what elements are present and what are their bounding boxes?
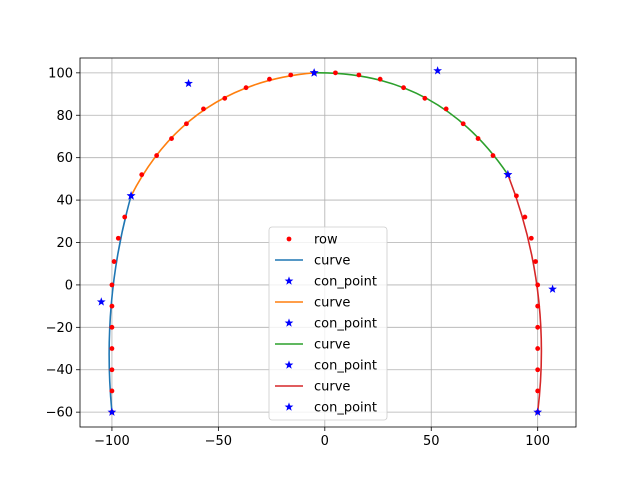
legend-handle-con-point xyxy=(284,318,294,327)
row-point xyxy=(377,76,383,82)
y-tick-label: 100 xyxy=(48,66,73,81)
con-point-star xyxy=(96,297,106,306)
row-point xyxy=(109,346,115,351)
x-tick-label: −50 xyxy=(205,434,232,449)
row-point xyxy=(475,136,481,141)
row-point xyxy=(535,282,541,288)
curve-line xyxy=(507,174,543,413)
row-point xyxy=(201,106,206,112)
legend-label: con_point xyxy=(314,359,377,374)
y-tick-label: 40 xyxy=(56,194,73,209)
row-point xyxy=(115,235,121,241)
y-tick-label: 20 xyxy=(56,236,73,251)
legend-handle-con-point xyxy=(284,360,294,369)
con-point-star xyxy=(433,66,443,75)
con-point-star xyxy=(548,284,557,293)
row-point xyxy=(139,172,145,178)
legend-label: curve xyxy=(314,338,350,353)
row-point xyxy=(443,106,449,112)
y-tick-label: 80 xyxy=(56,109,73,124)
x-tick-label: −100 xyxy=(94,434,130,449)
x-tick-label: 50 xyxy=(423,434,440,449)
legend-handle-con-point xyxy=(284,276,294,285)
legend-label: curve xyxy=(314,254,350,269)
y-tick-label: 60 xyxy=(56,151,73,166)
con-point-star xyxy=(107,407,117,416)
row-point xyxy=(401,85,406,91)
y-tick-label: 0 xyxy=(65,278,73,293)
row-point xyxy=(267,76,272,82)
row-point xyxy=(522,214,528,220)
row-point xyxy=(122,214,128,220)
row-point xyxy=(109,367,115,373)
row-point xyxy=(535,367,541,373)
curve-line xyxy=(108,195,132,413)
row-point xyxy=(528,235,534,241)
row-points xyxy=(109,70,541,415)
row-point xyxy=(533,259,538,264)
y-tick-label: −40 xyxy=(46,363,73,378)
legend: rowcurvecon_pointcurvecon_pointcurvecon_… xyxy=(268,226,388,421)
legend-label: con_point xyxy=(314,317,377,332)
row-point xyxy=(154,153,160,158)
row-point xyxy=(222,95,228,101)
row-point xyxy=(333,70,338,76)
row-point xyxy=(184,121,189,127)
legend-label: con_point xyxy=(314,401,377,416)
row-point xyxy=(288,72,294,78)
legend-label: row xyxy=(314,233,338,248)
control-points xyxy=(96,66,557,416)
row-point xyxy=(422,95,428,101)
row-point xyxy=(109,324,115,330)
row-point xyxy=(356,72,362,78)
con-point-star xyxy=(533,407,543,416)
row-point xyxy=(535,388,541,394)
row-point xyxy=(243,85,249,91)
row-point xyxy=(109,303,115,309)
legend-handle-con-point xyxy=(284,402,294,411)
row-point xyxy=(109,388,115,394)
row-point xyxy=(490,153,496,158)
axis-ticks: −100 −50 0 50 100 −60 −40 −20 0 20 40 60 80 100 xyxy=(46,66,551,449)
legend-box xyxy=(268,226,388,421)
legend-handle-row xyxy=(286,236,292,242)
legend-label: curve xyxy=(314,296,350,311)
row-point xyxy=(460,121,466,127)
con-point-star xyxy=(309,68,319,77)
row-point xyxy=(111,259,117,264)
y-tick-label: −20 xyxy=(46,321,73,336)
x-tick-label: 0 xyxy=(321,434,329,449)
y-tick-label: −60 xyxy=(46,406,73,421)
row-point xyxy=(535,346,541,351)
row-point xyxy=(535,324,541,330)
con-point-star xyxy=(503,170,513,179)
x-tick-label: 100 xyxy=(525,434,550,449)
row-point xyxy=(535,303,541,309)
con-point-star xyxy=(126,191,136,200)
row-point xyxy=(109,282,115,288)
legend-label: curve xyxy=(314,380,350,395)
row-point xyxy=(169,136,174,141)
row-point xyxy=(513,193,519,199)
legend-label: con_point xyxy=(314,275,377,290)
con-point-star xyxy=(184,78,193,88)
